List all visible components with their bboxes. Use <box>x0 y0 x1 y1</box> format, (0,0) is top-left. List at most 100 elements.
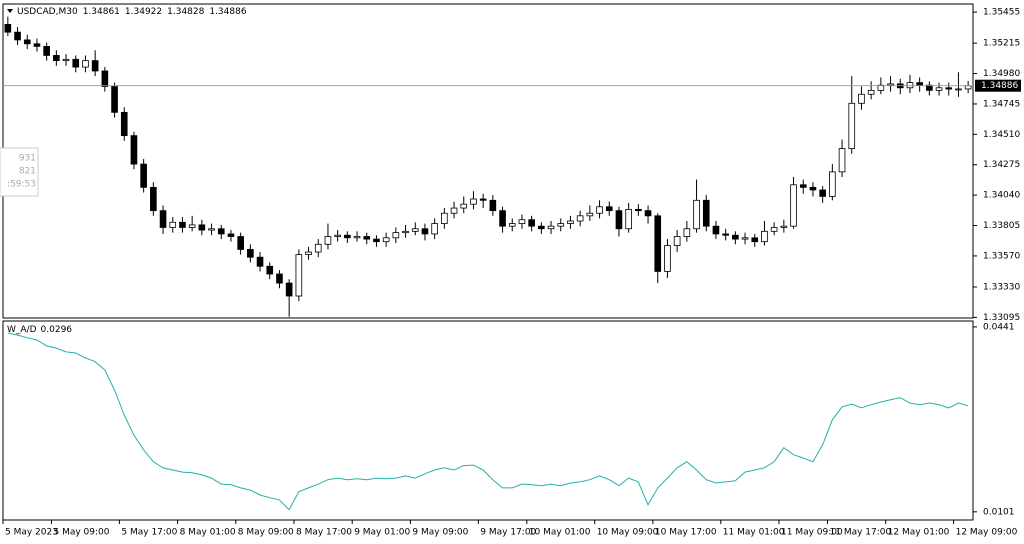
x-tick-label: 11 May 17:00 <box>830 528 892 538</box>
x-tick-label: 10 May 01:00 <box>529 528 591 538</box>
candle-body <box>790 184 797 227</box>
candle-body <box>479 198 487 201</box>
candle-body <box>906 82 914 89</box>
y-tick-label: 1.35215 <box>983 39 1020 49</box>
tooltip-text: 931 <box>19 154 36 164</box>
tooltip-text: :59:53 <box>7 180 36 190</box>
candle-body <box>334 234 341 237</box>
candle-body <box>14 31 21 41</box>
indicator-panel <box>2 320 974 521</box>
ohlc-high: 1.34922 <box>125 7 162 17</box>
candle-body <box>441 212 448 224</box>
y-tick-label: 1.33095 <box>983 313 1020 323</box>
candle-body <box>169 221 177 228</box>
candle-body <box>198 224 206 231</box>
candle-body <box>411 228 419 232</box>
candle-body <box>363 236 371 240</box>
candle-body <box>62 58 70 62</box>
candle-body <box>101 70 109 87</box>
candle-body <box>431 223 438 235</box>
chart-title: USDCAD,M30 1.34861 1.34922 1.34828 1.34886 <box>17 7 247 17</box>
candle-body <box>460 203 468 209</box>
candle-body <box>877 84 885 91</box>
candle-body <box>770 227 778 232</box>
candle-body <box>276 273 283 284</box>
y-tick-label: 1.34745 <box>983 99 1020 109</box>
x-tick-label: 10 May 17:00 <box>655 528 717 538</box>
candle-body <box>518 219 526 224</box>
candle-body <box>72 58 80 68</box>
candle-body <box>635 208 642 212</box>
candle-body <box>217 228 225 235</box>
candle-body <box>916 82 923 86</box>
x-tick-label: 12 May 01:00 <box>888 528 950 538</box>
candle-body <box>722 233 729 236</box>
candle-body <box>751 237 759 243</box>
title-arrow <box>7 9 13 13</box>
candle-body <box>848 102 856 149</box>
candle-body <box>702 199 710 227</box>
candle-body <box>809 186 817 191</box>
x-tick-label: 9 May 09:00 <box>412 528 468 538</box>
candle-body <box>382 237 390 243</box>
candle-body <box>887 83 894 86</box>
candle-body <box>450 207 458 214</box>
candle-body <box>586 212 594 217</box>
y-tick-label: 1.33330 <box>983 282 1020 292</box>
candle-body <box>227 233 235 237</box>
x-tick-label: 8 May 09:00 <box>238 528 294 538</box>
candle-body <box>935 87 943 91</box>
x-tick-label: 9 May 01:00 <box>354 528 410 538</box>
candle-body <box>53 55 60 62</box>
candle-body <box>470 198 477 205</box>
y-tick-label: 0.0441 <box>983 322 1015 332</box>
tooltip-text: 821 <box>19 167 36 177</box>
candle-body <box>489 199 497 212</box>
candle-body <box>683 228 691 237</box>
candle-body <box>838 148 846 173</box>
candle-body <box>402 230 409 234</box>
indicator-line <box>7 332 969 511</box>
candle-body <box>499 210 506 227</box>
candle-body <box>247 249 254 258</box>
y-tick-label: 1.35455 <box>983 8 1020 18</box>
candle-body <box>596 206 603 214</box>
y-tick-label: 0.0101 <box>983 507 1015 517</box>
candle-body <box>576 215 584 222</box>
x-tick-label: 11 May 01:00 <box>723 528 785 538</box>
tooltip-box <box>0 147 39 197</box>
candle-body <box>605 206 613 212</box>
candle-body <box>159 210 167 228</box>
candle-body <box>344 234 351 239</box>
symbol: USDCAD,M30 <box>17 7 78 17</box>
candle-body <box>305 251 312 256</box>
current-price-box <box>975 79 1021 92</box>
y-tick-label: 1.33805 <box>983 221 1020 231</box>
candle-body <box>829 171 836 197</box>
candle-body <box>324 236 332 245</box>
candle-body <box>567 220 574 224</box>
candle-body <box>644 210 652 217</box>
x-tick-label: 9 May 17:00 <box>480 528 536 538</box>
candle-body <box>945 87 953 90</box>
candle-body <box>421 228 429 235</box>
y-tick-label: 1.34040 <box>983 191 1020 201</box>
candle-body <box>528 219 535 227</box>
candle-body <box>285 282 293 297</box>
candle-body <box>654 215 662 272</box>
candle-body <box>741 237 749 240</box>
candle-body <box>615 210 623 230</box>
indicator-value: 0.0296 <box>41 325 73 335</box>
candle-body <box>547 225 555 230</box>
y-tick-label: 1.34275 <box>983 160 1020 170</box>
price-panel <box>2 3 974 319</box>
candle-body <box>926 84 933 91</box>
candle-body <box>732 234 739 240</box>
current-price-label: 1.34886 <box>981 81 1018 91</box>
candle-body <box>43 45 50 56</box>
candle-body <box>625 208 632 230</box>
candle-body <box>712 225 720 235</box>
candle-body <box>82 60 89 68</box>
candle-body <box>373 238 380 243</box>
